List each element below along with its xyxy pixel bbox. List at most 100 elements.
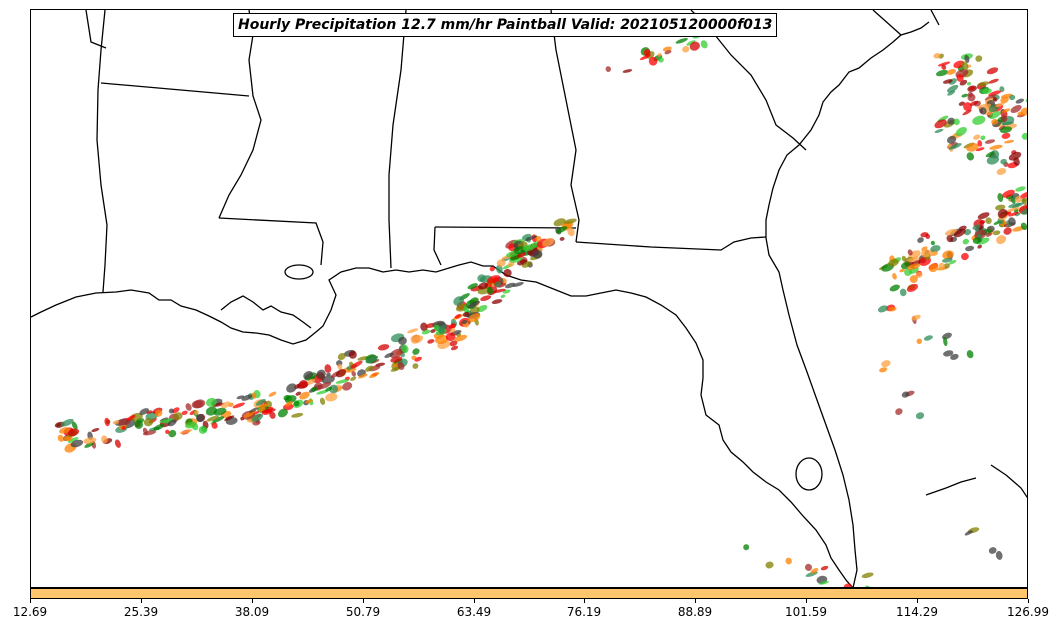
precip-blob: [980, 135, 986, 141]
precip-blob: [943, 263, 950, 269]
precip-blob: [487, 286, 494, 295]
precip-blob: [450, 328, 456, 333]
gulf-coastline: [31, 261, 853, 587]
precip-blob: [972, 237, 982, 244]
precip-blob: [335, 369, 347, 378]
precip-blob: [975, 55, 983, 62]
precip-blob: [889, 284, 900, 292]
precip-blob: [454, 334, 468, 342]
state-line-arkansas-louisiana: [100, 82, 250, 97]
precip-blob: [942, 79, 953, 84]
precip-blob: [984, 94, 996, 101]
precip-blob: [977, 81, 990, 87]
precip-blob: [325, 392, 338, 402]
precip-blob: [337, 352, 346, 361]
precip-blob: [420, 322, 428, 332]
precip-blob: [928, 263, 939, 272]
precip-blob: [700, 40, 708, 49]
precip-blob: [944, 228, 958, 236]
florida-atlantic-coast: [765, 21, 930, 587]
precip-blob: [879, 367, 888, 373]
precip-blob: [414, 356, 422, 362]
precip-blob: [946, 69, 957, 75]
state-line-nc-va: [930, 10, 940, 26]
precip-blob: [947, 90, 956, 96]
precip-blob: [1019, 191, 1027, 199]
precip-blob: [985, 217, 992, 224]
precip-blob: [995, 102, 1005, 108]
precip-blob: [535, 235, 542, 242]
precip-blob: [950, 353, 959, 360]
precip-blob: [193, 399, 206, 409]
precip-blob: [1025, 98, 1027, 103]
precip-blob: [911, 314, 921, 321]
precip-blob: [491, 299, 503, 305]
precip-blob: [963, 228, 972, 236]
precip-blob: [324, 364, 332, 373]
precip-blob: [205, 397, 217, 407]
precip-blob: [682, 46, 690, 53]
precip-blob: [915, 271, 923, 278]
precip-blob: [1008, 151, 1022, 161]
precip-blob: [129, 412, 143, 421]
precip-blob: [173, 412, 183, 421]
precip-blob: [964, 530, 973, 536]
precip-blob: [346, 368, 357, 373]
precip-blob: [285, 401, 293, 407]
precip-blob: [369, 372, 380, 379]
precip-blob: [906, 263, 921, 270]
precip-blob: [1004, 139, 1015, 144]
precip-blob: [953, 118, 960, 126]
precip-blob: [185, 421, 197, 429]
precip-blob: [648, 56, 658, 66]
precip-blob: [165, 429, 170, 434]
precip-blob: [936, 69, 949, 77]
precip-blob: [984, 139, 996, 144]
precip-blob: [454, 314, 462, 319]
precip-blob: [901, 255, 907, 262]
precip-blob: [961, 252, 969, 261]
precip-blob: [888, 306, 897, 312]
colorbar-tick-label: 12.69: [12, 605, 48, 619]
precip-blob: [389, 348, 403, 359]
precip-blob: [1009, 94, 1016, 101]
precip-blob: [255, 399, 266, 406]
precip-blob: [522, 244, 536, 251]
precip-blob: [969, 100, 979, 106]
precip-blob: [567, 227, 575, 237]
precip-blob: [555, 226, 568, 234]
state-line-tennessee: [85, 10, 107, 49]
state-line-alabama-florida: [434, 226, 577, 229]
precip-blob: [689, 41, 700, 51]
precip-blob: [1015, 186, 1026, 192]
precip-blob: [975, 147, 985, 152]
precip-blob: [1001, 132, 1011, 139]
precip-blob: [941, 257, 953, 263]
precip-blob: [159, 418, 173, 423]
colorbar-tick: [474, 599, 475, 603]
precip-blob: [114, 439, 121, 448]
state-line-nc-sc: [872, 10, 902, 36]
precip-blob: [1021, 132, 1027, 140]
precip-blob: [212, 402, 224, 407]
precip-blob: [907, 249, 913, 256]
precip-blob: [1021, 198, 1027, 202]
precip-blob: [185, 403, 192, 411]
precip-blob: [559, 236, 565, 241]
precip-blob: [743, 544, 750, 551]
precip-blob: [906, 283, 919, 292]
precip-blob: [206, 415, 219, 422]
precip-blob: [920, 232, 929, 238]
precip-blob: [962, 238, 970, 245]
precip-blob: [449, 340, 458, 347]
precip-blob: [154, 409, 163, 417]
precip-blob: [91, 427, 100, 433]
colorbar-tick-label: 88.89: [677, 605, 713, 619]
state-line-mississippi-alabama: [388, 10, 407, 269]
precip-blob: [992, 230, 1001, 236]
colorbar-tick: [1028, 599, 1029, 603]
precip-blob: [283, 394, 290, 401]
precip-blob: [820, 565, 829, 571]
map-title: Hourly Precipitation 12.7 mm/hr Paintbal…: [233, 13, 778, 37]
precip-blob: [337, 363, 343, 370]
